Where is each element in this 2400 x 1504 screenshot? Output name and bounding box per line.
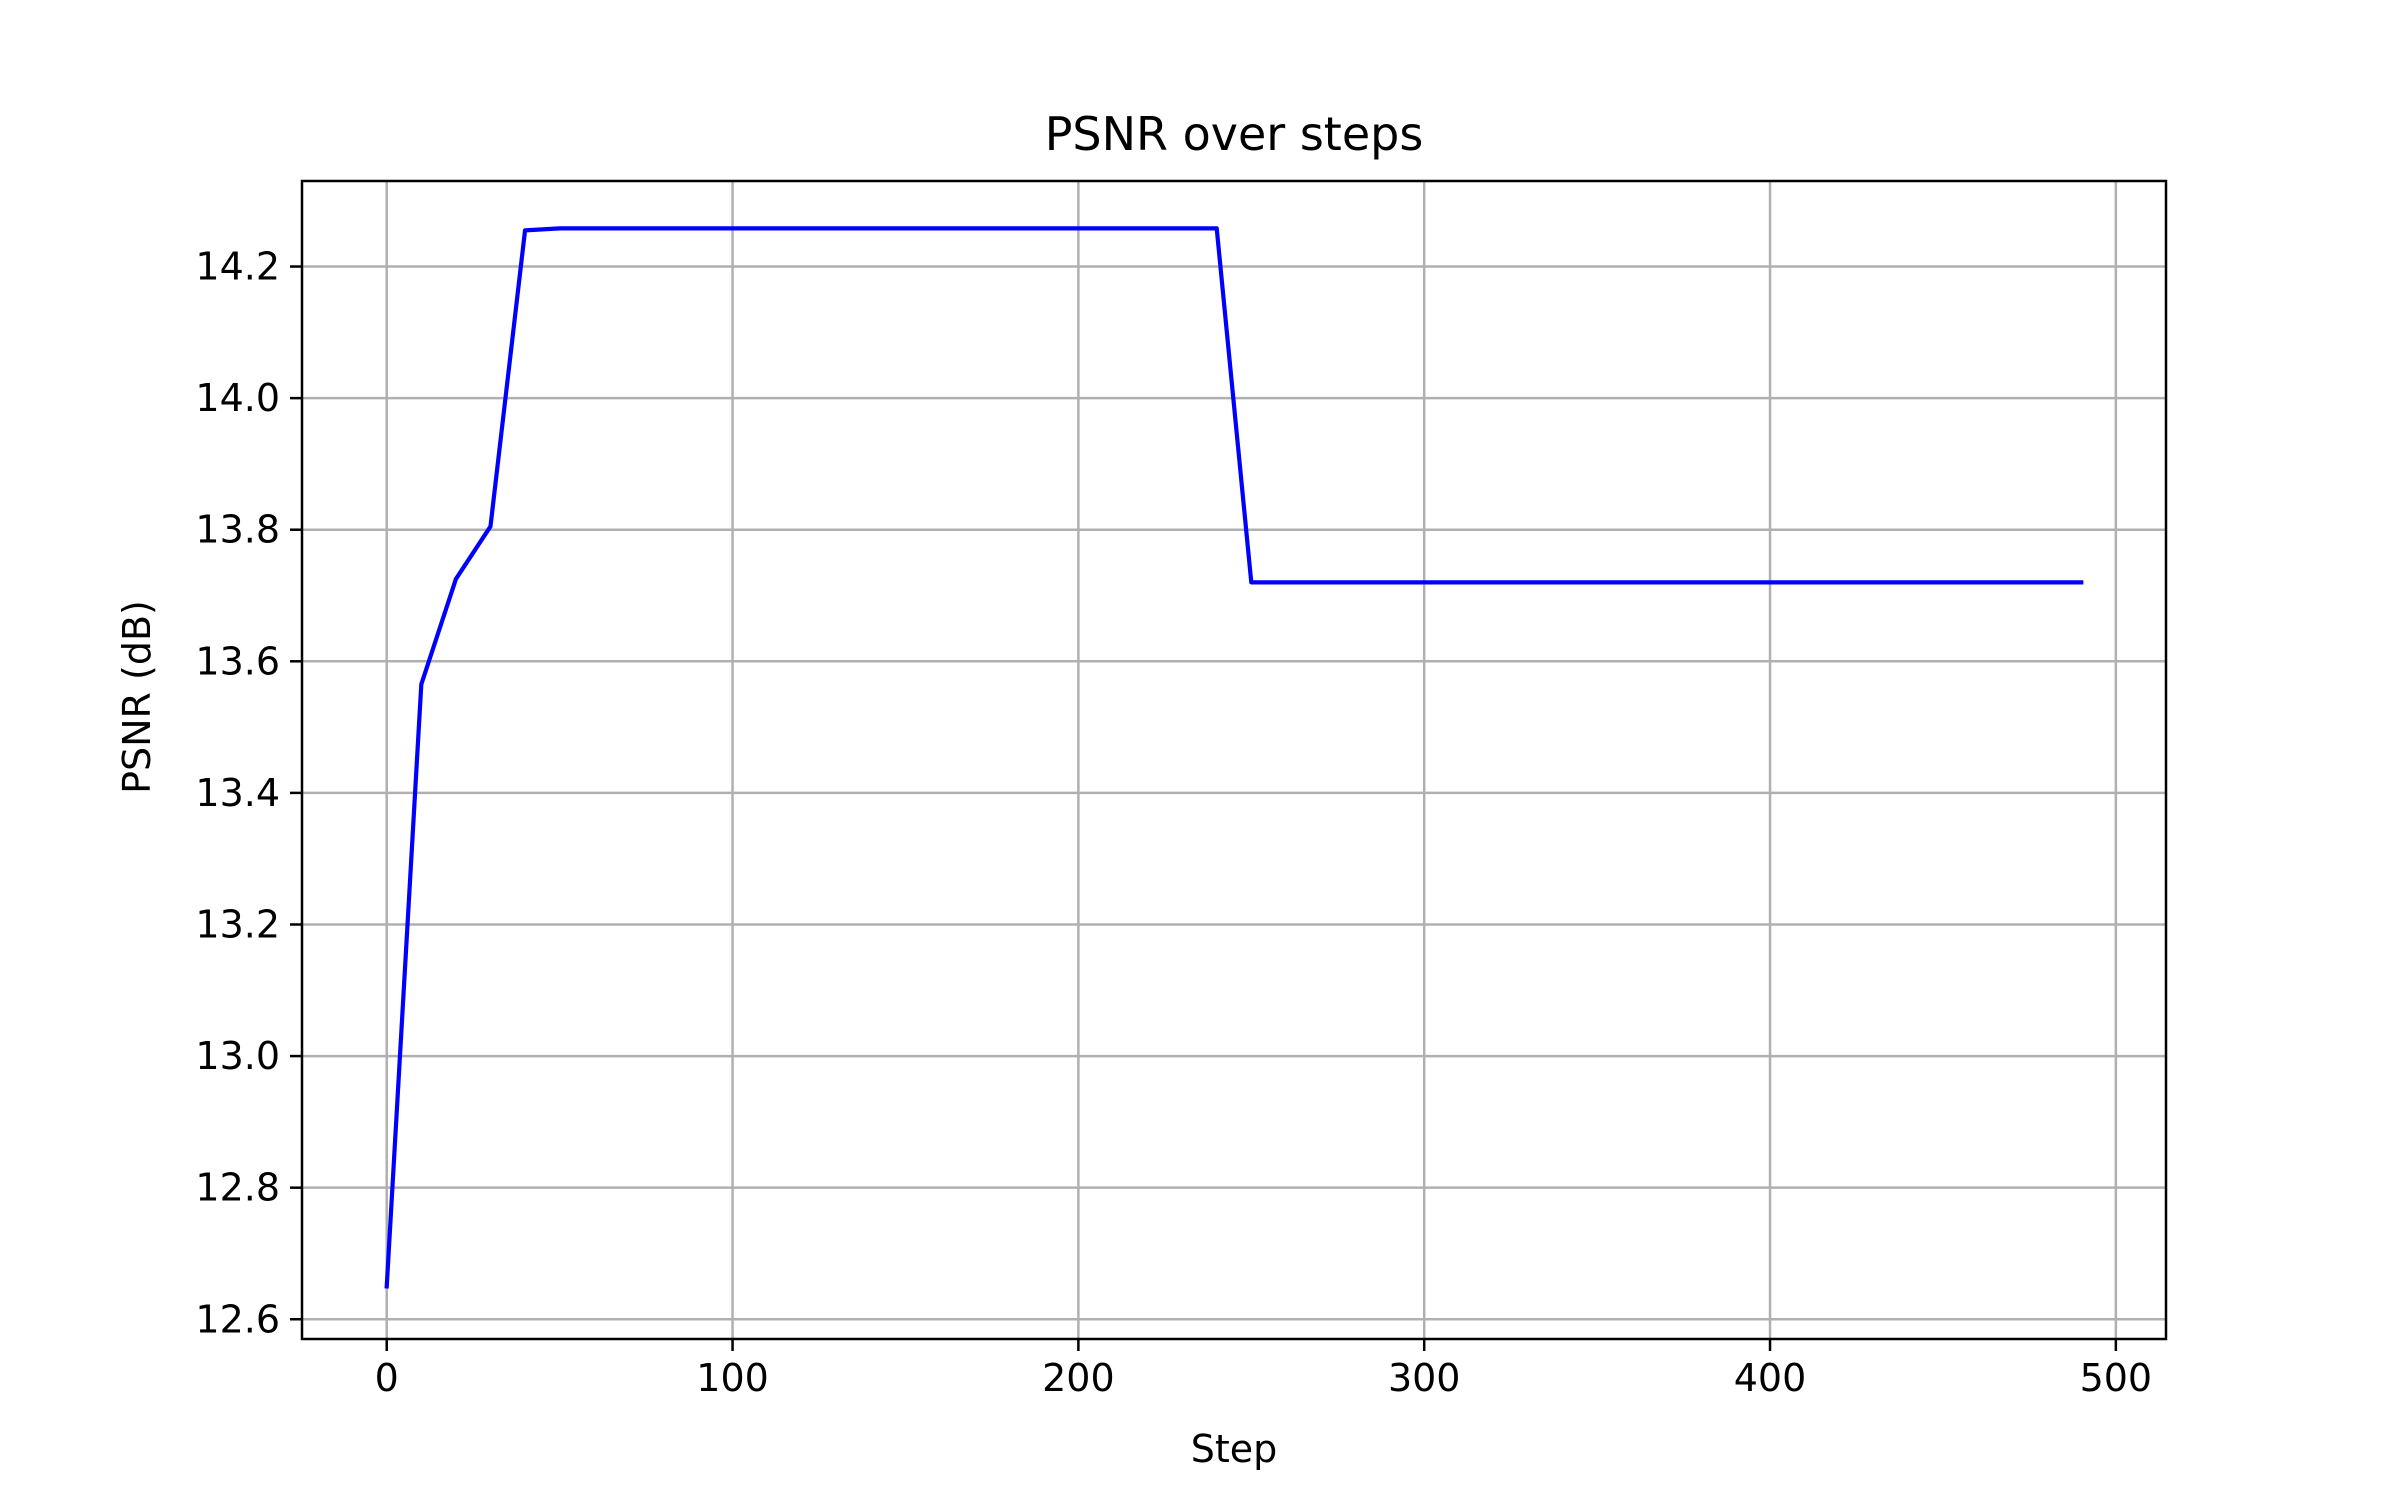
y-tick-label: 13.6 [195,639,280,683]
x-tick-label: 0 [375,1356,399,1400]
x-tick-label: 300 [1388,1356,1461,1400]
x-tick-label: 200 [1042,1356,1115,1400]
y-tick-label: 14.2 [195,245,280,289]
y-tick-label: 13.0 [195,1034,280,1078]
x-axis-ticks: 0 100 200 300 400 500 [375,1339,2152,1400]
x-tick-label: 400 [1734,1356,1807,1400]
y-axis-label: PSNR (dB) [115,600,159,794]
psnr-series-line [384,226,2084,1289]
y-tick-label: 12.8 [195,1166,280,1210]
y-tick-label: 12.6 [195,1297,280,1341]
y-tick-label: 14.0 [195,376,280,420]
y-tick-label: 13.4 [195,771,280,815]
chart-title: PSNR over steps [1045,107,1424,161]
x-tick-label: 500 [2080,1356,2153,1400]
series-layer [384,226,2084,1289]
x-tick-label: 100 [696,1356,769,1400]
y-tick-label: 13.8 [195,508,280,552]
y-axis-ticks: 12.6 12.8 13.0 13.2 13.4 13.6 13.8 14.0 14.2 [195,245,302,1341]
x-axis-label: Step [1191,1427,1278,1471]
plot-frame [300,179,2168,1341]
y-tick-label: 13.2 [195,902,280,946]
